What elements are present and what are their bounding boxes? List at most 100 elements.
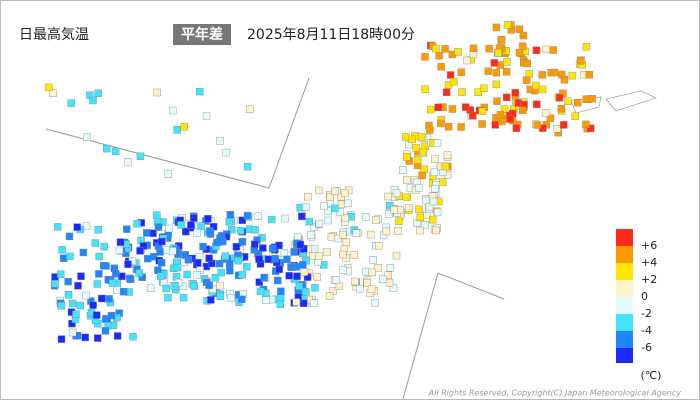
station: [493, 97, 501, 106]
station: [124, 158, 132, 166]
station: [293, 272, 301, 280]
station: [275, 241, 283, 250]
station: [311, 284, 319, 292]
station: [190, 214, 198, 222]
badge: 平年差: [181, 26, 223, 43]
station: [491, 121, 499, 129]
station: [450, 77, 458, 86]
station: [502, 68, 511, 76]
station: [238, 238, 246, 246]
station: [271, 255, 279, 263]
station: [79, 248, 88, 257]
station: [93, 334, 102, 342]
station: [287, 263, 296, 271]
station: [362, 267, 370, 276]
station: [94, 225, 103, 234]
station: [462, 103, 470, 111]
station: [375, 241, 383, 250]
station: [367, 230, 375, 239]
station: [490, 59, 499, 67]
station: [386, 264, 395, 272]
station: [57, 302, 66, 310]
station: [582, 43, 591, 51]
station: [237, 227, 245, 235]
station: [532, 46, 541, 54]
station: [549, 46, 557, 54]
station: [64, 277, 72, 286]
station: [421, 53, 429, 61]
station: [526, 85, 534, 94]
legend-swatch: [616, 331, 633, 348]
legend-swatch: [616, 263, 633, 280]
station: [356, 284, 364, 293]
station: [164, 170, 173, 178]
legend-label: 0: [641, 290, 648, 303]
station: [395, 217, 403, 225]
station: [277, 287, 285, 295]
station: [73, 223, 81, 231]
station: [119, 288, 128, 296]
station: [469, 44, 478, 52]
station: [515, 25, 524, 33]
station: [560, 121, 568, 129]
station: [64, 291, 73, 299]
station: [500, 105, 509, 114]
station: [371, 299, 379, 307]
legend-swatch: [616, 314, 633, 331]
station: [193, 271, 201, 279]
station: [433, 139, 442, 147]
station: [300, 268, 309, 276]
station: [525, 70, 533, 78]
station: [546, 114, 555, 122]
station: [403, 153, 411, 161]
station: [457, 68, 466, 76]
station: [390, 205, 398, 214]
station: [429, 215, 437, 224]
station: [519, 31, 528, 40]
station: [437, 119, 445, 128]
station: [496, 111, 505, 119]
station: [162, 284, 170, 293]
station: [413, 156, 422, 164]
station: [337, 200, 346, 209]
station: [268, 215, 276, 224]
station: [363, 279, 371, 287]
station: [498, 117, 506, 126]
station: [135, 269, 143, 277]
station: [484, 67, 492, 75]
station: [427, 105, 435, 114]
station: [416, 213, 424, 222]
station: [448, 105, 457, 113]
station: [538, 85, 547, 94]
station: [217, 268, 225, 277]
station: [215, 259, 224, 268]
station: [72, 310, 80, 318]
station: [169, 247, 177, 255]
station: [408, 135, 416, 144]
station: [211, 274, 220, 282]
station: [146, 284, 155, 292]
station: [419, 147, 428, 156]
station: [432, 44, 440, 53]
station: [550, 68, 558, 77]
station: [439, 178, 447, 186]
station: [298, 212, 306, 221]
station: [446, 71, 455, 79]
station: [157, 272, 165, 280]
station: [512, 124, 521, 132]
legend-swatch: [616, 246, 633, 263]
station: [49, 89, 57, 98]
station: [81, 333, 90, 342]
station: [571, 112, 579, 120]
station: [523, 59, 531, 68]
station: [281, 214, 289, 223]
station: [553, 124, 561, 133]
station: [234, 256, 243, 265]
station: [426, 126, 434, 134]
station: [68, 299, 77, 308]
station: [437, 63, 445, 71]
station: [164, 293, 172, 302]
inset-lines: [45, 77, 505, 399]
station: [463, 56, 471, 65]
station: [51, 280, 59, 288]
